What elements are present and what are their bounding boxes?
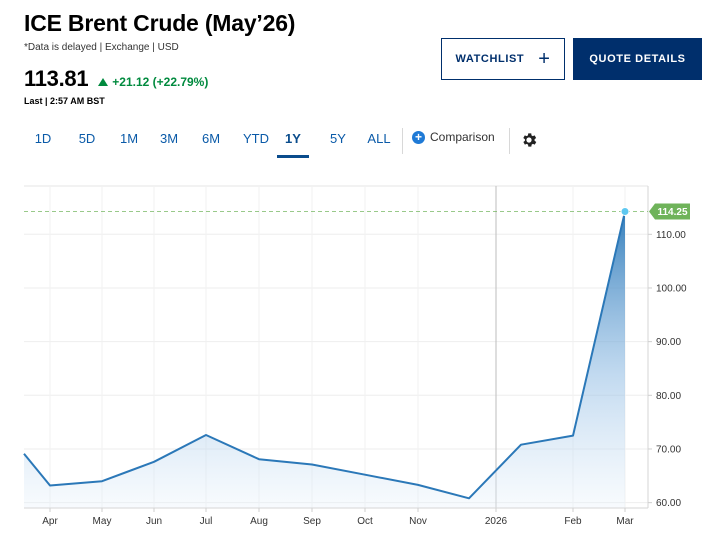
price-change: +21.12 (+22.79%) — [98, 75, 208, 89]
instrument-title: ICE Brent Crude (May’26) — [24, 10, 296, 36]
price-chart[interactable]: 60.00 70.00 80.00 90.00 100.00 110.00 Apr May J… — [0, 178, 716, 538]
tab-5y[interactable]: 5Y — [330, 131, 346, 146]
x-tick-label: May — [93, 516, 112, 527]
price-change-text: +21.12 (+22.79%) — [112, 75, 209, 89]
tab-all[interactable]: ALL — [367, 131, 391, 146]
x-tick-label: Nov — [409, 516, 427, 527]
x-tick-label: 2026 — [485, 516, 508, 527]
y-tick-label: 80.00 — [656, 391, 681, 402]
tab-3m[interactable]: 3M — [159, 131, 179, 146]
plus-circle-icon: + — [412, 130, 425, 144]
x-tick-label: Jul — [200, 516, 213, 527]
price-area — [24, 211, 625, 508]
x-tick-label: Oct — [357, 516, 373, 527]
data-meta: *Data is delayed | Exchange | USD — [24, 42, 179, 53]
last-update: Last | 2:57 AM BST — [24, 96, 105, 106]
tab-1y[interactable]: 1Y — [277, 128, 309, 158]
tab-1d[interactable]: 1D — [34, 131, 52, 146]
x-tick-label: Sep — [303, 516, 321, 527]
settings-divider — [509, 128, 510, 154]
last-point-marker — [620, 206, 630, 216]
x-tick-label: Jun — [146, 516, 162, 527]
last-price: 113.81 — [24, 66, 89, 91]
y-tick-label: 60.00 — [656, 498, 681, 509]
price-line — [23, 211, 626, 500]
price-row: 113.81 +21.12 (+22.79%) — [24, 66, 208, 92]
watchlist-button[interactable]: WATCHLIST + — [441, 38, 565, 80]
y-tick-label: 100.00 — [656, 283, 687, 294]
tab-5d[interactable]: 5D — [78, 131, 96, 146]
x-tick-label: Aug — [250, 516, 268, 527]
tabs-divider — [402, 128, 403, 154]
gear-icon[interactable] — [520, 131, 538, 149]
comparison-label: Comparison — [430, 130, 495, 144]
tab-6m[interactable]: 6M — [201, 131, 221, 146]
x-tick-label: Mar — [616, 516, 634, 527]
tab-ytd[interactable]: YTD — [243, 131, 269, 146]
current-value-label: 114.25 — [657, 207, 687, 218]
y-tick-label: 90.00 — [656, 337, 681, 348]
y-tick-label: 110.00 — [656, 230, 686, 241]
current-value-badge — [649, 203, 690, 220]
comparison-button[interactable]: + Comparison — [412, 130, 495, 144]
triangle-up-icon — [98, 78, 109, 86]
x-tick-label: Apr — [42, 516, 58, 527]
tab-1m[interactable]: 1M — [119, 131, 139, 146]
quote-details-button[interactable]: QUOTE DETAILS — [573, 38, 702, 80]
y-tick-label: 70.00 — [656, 444, 681, 455]
watchlist-label: WATCHLIST — [455, 53, 525, 65]
x-tick-label: Feb — [564, 516, 582, 527]
plus-icon: + — [538, 48, 551, 70]
